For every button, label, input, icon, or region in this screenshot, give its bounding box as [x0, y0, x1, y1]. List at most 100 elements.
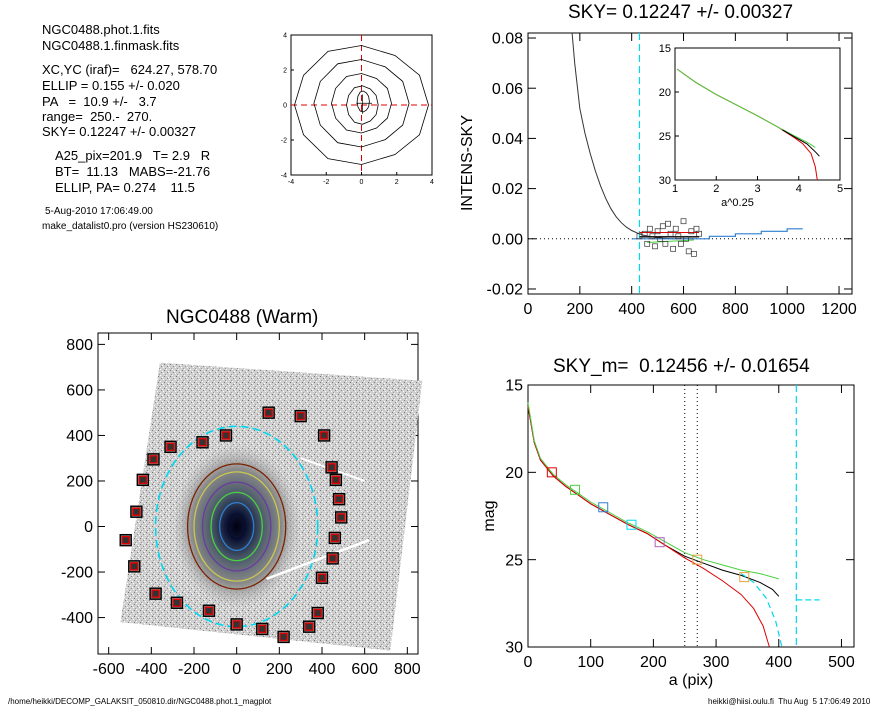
isophote-ellipse [186, 463, 287, 590]
radius-marker [739, 572, 750, 583]
contour-ytick-label: -2 [281, 138, 287, 145]
star-mask-box-inner [305, 622, 314, 631]
star-mask-box-inner [319, 431, 329, 440]
galaxy-xtick-label: 800 [394, 661, 421, 678]
galaxy-xtick-label: -400 [135, 661, 167, 678]
sky-point-marker [675, 233, 682, 240]
galaxy-ytick-label: 400 [66, 428, 93, 445]
galaxy-body [172, 444, 301, 609]
info-file2: NGC0488.1.finmask.fits [42, 38, 180, 53]
sky-point-marker [685, 248, 692, 255]
sky-profile-xtick-label: 200 [566, 301, 593, 318]
inset-xtick-label: 2 [713, 183, 719, 195]
inset-ytick-label: 25 [659, 131, 671, 143]
star-mask-box-inner [198, 438, 207, 447]
sky-point-marker [670, 245, 677, 252]
sky-profile-xtick-label: 600 [670, 301, 697, 318]
galaxy-ytick-label: -200 [61, 565, 93, 582]
sky-point-marker [691, 250, 697, 257]
mag-profile-xtick-label: 200 [640, 654, 667, 671]
mag-profile-ytick-label: 30 [505, 640, 523, 657]
sky-step-line [631, 228, 803, 240]
info-pa: PA = 10.9 +/- 3.7 [42, 94, 157, 109]
mag-profile-ytick-label: 25 [505, 552, 523, 569]
sky-point-marker [662, 240, 669, 247]
inset-xlabel: a^0.25 [721, 197, 754, 209]
contour-line [346, 85, 379, 125]
sky-point-marker [665, 220, 671, 227]
mag-profile-line [740, 573, 783, 648]
contour-ytick-label: 4 [283, 33, 287, 40]
star-mask-box-inner [138, 475, 148, 485]
sky-point-marker [683, 235, 689, 242]
galaxy-image-title: NGC0488 (Warm) [166, 307, 319, 328]
isophote-ellipse [210, 491, 263, 562]
contour-ytick-label: 0 [283, 103, 287, 110]
isophote-ellipse [218, 501, 255, 552]
inset-ytick-label: 30 [659, 175, 671, 187]
sky-profile-xtick-label: 400 [618, 301, 645, 318]
mag-profile-ytick-label: 15 [505, 378, 523, 395]
sky-point-marker [644, 240, 651, 247]
star-mask-box-inner [328, 554, 337, 563]
star-mask-box-inner [337, 513, 346, 522]
sky-profile-ytick-label: 0.08 [492, 31, 523, 48]
radius-marker [626, 519, 637, 530]
sky-profile-ytick-label: -0.02 [487, 282, 524, 299]
sky-point-marker [657, 235, 664, 242]
sky-point-marker [652, 243, 658, 250]
mag-profile-line [527, 405, 770, 648]
inset-profile-line [782, 129, 820, 157]
mag-profile-xtick-label: 400 [765, 654, 792, 671]
galaxy-frame [97, 332, 419, 655]
contour-xtick-label: 0 [360, 179, 364, 186]
sky-profile-title: SKY= 0.12247 +/- 0.00327 [568, 2, 794, 23]
sky-profile-xtick-label: 800 [722, 301, 749, 318]
sky-profile-ytick-label: 0.06 [492, 81, 523, 98]
inset-xtick-label: 1 [672, 183, 678, 195]
galaxy-xtick-label: 0 [232, 661, 241, 678]
radius-marker [692, 554, 703, 565]
sky-point-marker [693, 225, 700, 232]
contour-line [331, 73, 392, 134]
galaxy-xtick-label: -600 [93, 661, 125, 678]
contour-xtick-label: -4 [288, 179, 294, 186]
sky-point-marker [654, 228, 661, 235]
star-mask-box-inner [334, 494, 344, 504]
contour-line [294, 45, 429, 165]
inset-ytick-label: 20 [659, 87, 671, 99]
galaxy-xtick-label: 200 [266, 661, 293, 678]
inset-xtick-label: 3 [754, 183, 760, 195]
star-mask-box-inner [331, 475, 341, 485]
mag-profile-line [527, 402, 779, 580]
mag-profile-xlabel: a (pix) [669, 672, 713, 689]
mag-profile-ylabel: mag [481, 500, 498, 531]
info-ellip-pa: ELLIP, PA= 0.274 11.5 [55, 180, 195, 195]
sky-point-marker [649, 233, 656, 240]
star-mask-box-inner [151, 589, 160, 598]
galaxy-ytick-label: -400 [61, 610, 93, 627]
footer-path: /home/heikki/DECOMP_GALAKSIT_050810.dir/… [8, 697, 272, 706]
star-mask-box-inner [296, 411, 305, 421]
sky-profile-xtick-label: 1000 [769, 301, 805, 318]
star-mask-box-inner [121, 535, 130, 545]
mag-profile-xtick-label: 300 [703, 654, 730, 671]
info-date: 5-Aug-2010 17:06:49.00 [45, 206, 153, 217]
star-mask-box-inner [130, 562, 139, 571]
sky-profile-ytick-label: 0.04 [492, 131, 523, 148]
star-mask-box-inner [279, 632, 288, 642]
sky-profile-ylabel: INTENS-SKY [459, 115, 476, 211]
sky-point-marker [678, 240, 684, 247]
star-mask-box-inner [166, 442, 175, 452]
star-mask-box-inner [330, 533, 339, 543]
galaxy-ytick-label: 200 [66, 474, 93, 491]
inset-frame [674, 47, 841, 181]
info-program: make_datalist0.pro (version HS230610) [42, 221, 219, 232]
mag-profile-title: SKY_m= 0.12456 +/- 0.01654 [553, 356, 810, 377]
mag-profile-xtick-label: 100 [577, 654, 604, 671]
star-mask-box-inner [327, 463, 336, 472]
star-mask-box-inner [172, 598, 182, 607]
sky-profile-xtick-label: 0 [524, 301, 533, 318]
radius-marker [570, 484, 581, 495]
